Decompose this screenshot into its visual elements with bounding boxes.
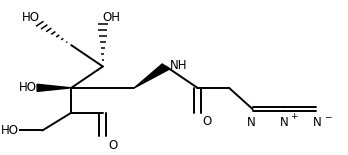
Text: N: N	[280, 116, 288, 129]
Text: −: −	[324, 112, 331, 121]
Text: OH: OH	[103, 11, 121, 24]
Text: HO: HO	[22, 11, 40, 24]
Text: NH: NH	[170, 59, 187, 72]
Text: O: O	[203, 115, 212, 128]
Polygon shape	[37, 84, 71, 91]
Text: +: +	[290, 112, 297, 121]
Text: N: N	[247, 116, 256, 129]
Text: HO: HO	[19, 81, 37, 94]
Text: N: N	[313, 116, 322, 129]
Text: O: O	[108, 139, 117, 151]
Polygon shape	[134, 64, 169, 88]
Text: HO: HO	[1, 124, 19, 137]
